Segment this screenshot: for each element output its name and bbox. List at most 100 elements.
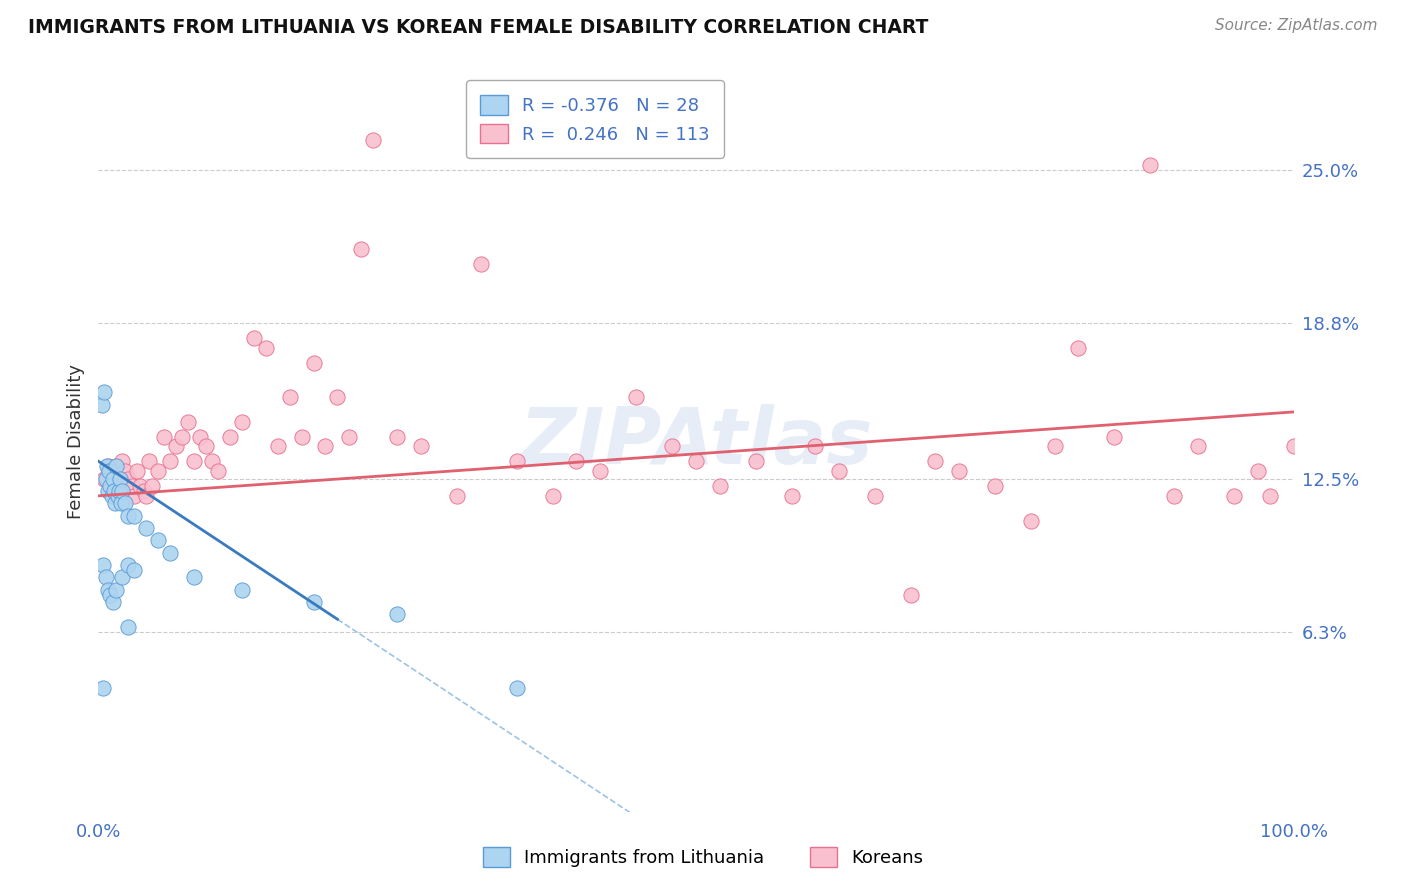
Point [1258,489,1281,503]
Point [565,454,588,468]
Point [1247,464,1270,478]
Point [745,454,768,468]
Point [506,454,529,468]
Point [159,454,181,468]
Point [104,496,127,510]
Point [385,429,409,443]
Point [91,681,114,696]
Point [948,464,970,478]
Point [108,483,131,498]
Point [117,619,139,633]
Point [188,429,211,443]
Point [153,429,176,443]
Point [278,390,301,404]
Point [267,440,290,454]
Point [589,464,612,478]
Point [172,429,194,443]
Point [207,464,229,478]
Point [1104,429,1126,443]
Point [97,483,120,498]
Point [506,681,529,696]
Point [900,588,922,602]
Text: ZIPAtlas: ZIPAtlas [519,403,873,480]
Point [117,471,139,485]
Point [96,459,118,474]
Point [363,133,385,147]
Text: IMMIGRANTS FROM LITHUANIA VS KOREAN FEMALE DISABILITY CORRELATION CHART: IMMIGRANTS FROM LITHUANIA VS KOREAN FEMA… [28,18,928,37]
Point [326,390,349,404]
Point [1163,489,1185,503]
Point [100,489,122,503]
Point [685,454,707,468]
Point [339,429,361,443]
Point [135,489,157,503]
Point [121,479,143,493]
Point [117,558,139,572]
Point [231,582,253,597]
Point [709,479,731,493]
Point [114,496,136,510]
Point [804,440,827,454]
Point [124,563,146,577]
Point [111,454,134,468]
Point [183,570,205,584]
Point [661,440,683,454]
Point [201,454,224,468]
Point [231,415,253,429]
Point [97,582,120,597]
Point [94,570,117,584]
Point [1223,489,1246,503]
Point [101,471,124,485]
Point [183,454,205,468]
Point [626,390,648,404]
Point [165,440,187,454]
Point [97,459,120,474]
Point [129,479,152,493]
Point [219,429,242,443]
Point [93,471,115,485]
Point [138,454,160,468]
Point [111,570,134,584]
Point [243,331,266,345]
Point [541,489,564,503]
Point [111,483,134,498]
Point [254,341,277,355]
Point [124,508,146,523]
Point [1282,440,1305,454]
Point [141,479,163,493]
Legend: R = -0.376   N = 28, R =  0.246   N = 113: R = -0.376 N = 28, R = 0.246 N = 113 [465,80,724,158]
Point [302,355,325,369]
Point [101,595,124,609]
Legend: Immigrants from Lithuania, Koreans: Immigrants from Lithuania, Koreans [475,839,931,874]
Point [117,508,139,523]
Point [132,483,155,498]
Point [105,459,128,474]
Point [125,464,148,478]
Point [105,582,128,597]
Point [865,489,887,503]
Point [107,483,129,498]
Point [114,464,136,478]
Point [107,489,129,503]
Y-axis label: Female Disability: Female Disability [66,364,84,519]
Point [94,471,117,485]
Point [1067,341,1090,355]
Point [98,479,122,493]
Point [103,483,125,498]
Point [124,489,146,503]
Point [1187,440,1209,454]
Point [984,479,1007,493]
Text: Source: ZipAtlas.com: Source: ZipAtlas.com [1215,18,1378,33]
Point [177,415,200,429]
Point [159,545,181,560]
Point [1043,440,1066,454]
Point [924,454,946,468]
Point [91,398,114,412]
Point [828,464,851,478]
Point [780,489,803,503]
Point [98,588,122,602]
Point [470,257,492,271]
Point [98,464,121,478]
Point [291,429,314,443]
Point [93,385,115,400]
